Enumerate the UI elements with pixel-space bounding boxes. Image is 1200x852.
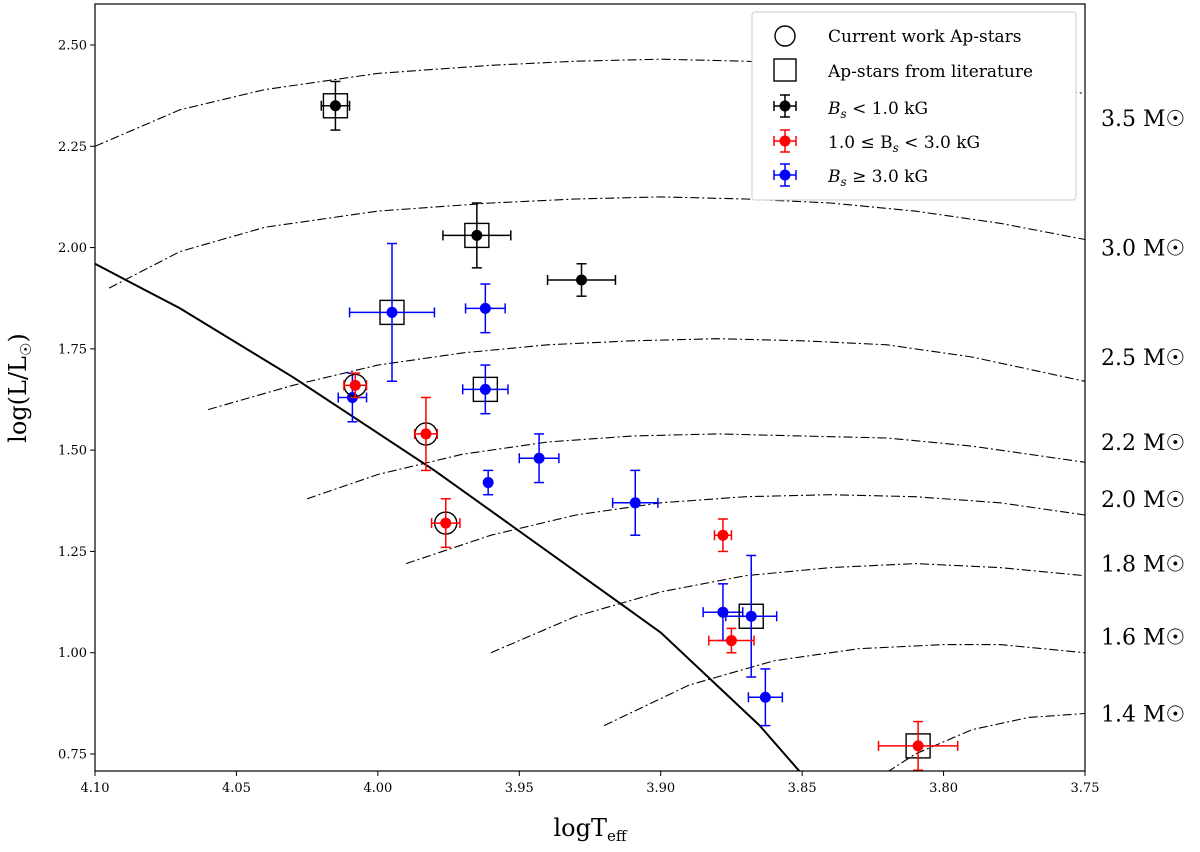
y-axis-ticks: 0.75 1.00 1.25 1.50 1.75 2.00 2.25 2.50 — [58, 39, 95, 763]
legend: Current work Ap-stars Ap-stars from lite… — [751, 11, 1077, 201]
x-tick-label: 4.00 — [363, 781, 392, 796]
x-tick-label: 4.10 — [81, 781, 110, 796]
track-mass-label: 1.4 M☉ — [1101, 702, 1185, 727]
star-marker — [349, 379, 361, 391]
star-point — [611, 469, 659, 536]
legend-marker — [779, 169, 791, 181]
track-mass-label: 1.8 M☉ — [1101, 553, 1185, 578]
y-axis-label: log(L/L☉) — [4, 333, 35, 443]
star-marker — [576, 274, 588, 286]
legend-circle-marker — [774, 25, 796, 47]
track-mass-label: 2.2 M☉ — [1101, 431, 1185, 456]
evolutionary-track — [887, 712, 1085, 771]
evolutionary-track — [490, 563, 1085, 654]
legend-marker — [779, 135, 791, 147]
star-point — [482, 469, 494, 496]
star-point — [725, 554, 778, 678]
y-axis-label-close: ) — [4, 333, 32, 342]
y-tick-label: 2.25 — [58, 140, 87, 155]
star-marker — [479, 302, 491, 314]
y-axis-label-sun: ☉ — [17, 343, 35, 356]
track-mass-labels: 3.5 M☉ 3.0 M☉ 2.5 M☉ 2.2 M☉ 2.0 M☉ 1.8 M☉ 1.6 … — [1101, 107, 1185, 728]
star-marker — [717, 529, 729, 541]
star-marker — [725, 635, 737, 647]
star-marker — [533, 452, 545, 464]
track-mass-label: 2.5 M☉ — [1101, 346, 1185, 371]
legend-entry-literature: Ap-stars from literature — [773, 58, 1033, 82]
x-tick-label: 4.05 — [222, 781, 251, 796]
x-tick-label: 3.95 — [505, 781, 534, 796]
evolutionary-track — [306, 433, 1085, 500]
star-point — [413, 396, 439, 472]
y-tick-label: 2.00 — [58, 241, 87, 256]
legend-box — [751, 11, 1077, 201]
star-point — [546, 263, 617, 297]
star-marker — [420, 428, 432, 440]
legend-entry-current: Current work Ap-stars — [774, 25, 1022, 47]
star-point — [877, 720, 959, 771]
star-point — [464, 283, 506, 334]
zams-line-group — [95, 262, 801, 771]
legend-label-literature: Ap-stars from literature — [827, 62, 1033, 82]
x-axis-label-subscript: eff — [607, 827, 628, 845]
legend-label-current: Current work Ap-stars — [828, 27, 1022, 47]
x-tick-label: 3.75 — [1071, 781, 1100, 796]
legend-label-medium-field: 1.0 ≤ Bs < 3.0 kG — [828, 133, 980, 155]
track-mass-label: 2.0 M☉ — [1101, 488, 1185, 513]
legend-label-strong-field: Bs ≥ 3.0 kG — [827, 167, 928, 189]
track-mass-label: 1.6 M☉ — [1101, 626, 1185, 651]
y-tick-label: 1.75 — [58, 342, 87, 357]
x-tick-label: 3.90 — [646, 781, 675, 796]
star-marker — [329, 100, 341, 112]
star-point — [430, 498, 461, 549]
evolutionary-track — [207, 338, 1085, 411]
star-point — [442, 202, 512, 269]
star-marker — [629, 497, 641, 509]
y-tick-label: 1.50 — [58, 444, 87, 459]
star-marker — [479, 383, 491, 395]
star-point — [348, 242, 436, 383]
legend-errorbar-red — [773, 129, 797, 153]
star-marker — [745, 610, 757, 622]
legend-entry-strong-field: Bs ≥ 3.0 kG — [773, 163, 928, 189]
evolutionary-track — [108, 196, 1085, 289]
star-point — [713, 518, 733, 553]
x-axis-ticks: 4.10 4.05 4.00 3.95 3.90 3.85 3.80 3.75 — [81, 771, 1100, 796]
track-mass-label: 3.0 M☉ — [1101, 237, 1185, 262]
y-tick-label: 2.50 — [58, 39, 87, 54]
legend-errorbar-black — [773, 94, 797, 118]
y-tick-label: 0.75 — [58, 748, 87, 763]
legend-errorbar-blue — [773, 163, 797, 187]
star-point — [518, 433, 560, 484]
legend-marker — [779, 100, 791, 112]
star-point — [461, 364, 509, 415]
zams-line — [95, 262, 801, 771]
y-tick-label: 1.25 — [58, 545, 87, 560]
legend-label-weak-field: Bs < 1.0 kG — [827, 99, 928, 121]
x-tick-label: 3.80 — [929, 781, 958, 796]
star-marker — [386, 306, 398, 318]
x-tick-label: 3.85 — [788, 781, 817, 796]
star-marker — [440, 517, 452, 529]
star-point — [708, 627, 755, 654]
legend-square-marker — [773, 58, 797, 82]
track-mass-label: 3.5 M☉ — [1101, 107, 1185, 132]
y-tick-label: 1.00 — [58, 646, 87, 661]
star-marker — [482, 477, 494, 489]
star-point — [320, 80, 351, 131]
star-marker — [759, 691, 771, 703]
star-point — [747, 668, 784, 727]
x-axis-label: logTeff — [553, 814, 627, 845]
star-point — [343, 372, 368, 399]
legend-entry-weak-field: Bs < 1.0 kG — [773, 94, 928, 121]
evolutionary-track — [405, 494, 1085, 565]
star-marker — [912, 740, 924, 752]
evolutionary-track — [603, 644, 1085, 727]
plot-frame — [94, 3, 1086, 772]
star-points — [320, 80, 959, 771]
star-marker — [471, 229, 483, 241]
legend-entry-medium-field: 1.0 ≤ Bs < 3.0 kG — [773, 129, 980, 155]
